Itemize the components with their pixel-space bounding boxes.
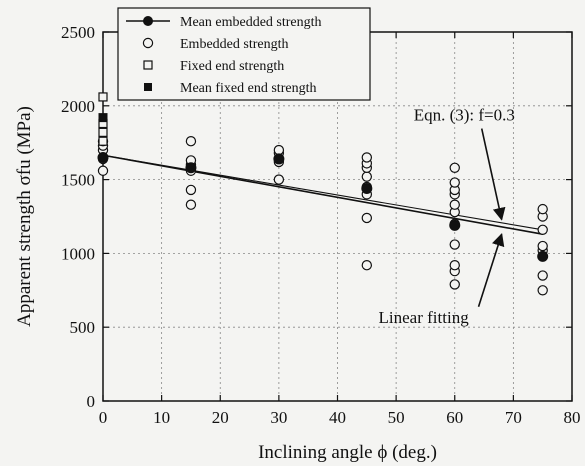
mean-embedded-strength-point [97,151,109,163]
y-tick-label: 2000 [61,97,95,116]
mean-embedded-strength-point [537,250,549,262]
legend-label: Mean embedded strength [180,15,322,30]
mean-embedded-strength-point [273,153,285,165]
embedded-strength-point [449,260,460,271]
embedded-strength-point [537,240,548,252]
embedded-strength-point [97,165,109,176]
fixed-end-strength-point [98,127,108,137]
eqn3-line [102,154,543,231]
embedded-strength-point [537,285,548,296]
mean-embedded-strength-point [361,182,373,194]
legend-filled-circle-icon [143,16,153,26]
embedded-strength-point [273,174,285,185]
x-tick-label: 40 [329,408,346,427]
x-tick-label: 0 [99,408,108,427]
x-tick-label: 10 [153,408,170,427]
plot-area: 0 10 20 30 40 50 60 70 80 0 500 1000 1500 2000 2500 Inc… [14,7,581,463]
y-tick-label: 500 [70,318,96,337]
embedded-strength-point [449,177,460,188]
x-tick-label: 70 [505,408,522,427]
mean-embedded-strength-point [449,219,461,231]
legend-open-circle-icon [142,37,154,49]
embedded-strength-point [361,152,373,163]
embedded-strength-point [361,260,373,271]
embedded-strength-point [273,144,285,156]
fixed-end-strength-point [98,92,108,102]
y-axis-label: Apparent strength σfu (MPa) [14,106,35,327]
x-tick-label: 60 [446,408,463,427]
annotation-arrow [480,128,506,221]
embedded-strength-point [185,184,197,196]
x-axis-label: Inclining angle ϕ (deg.) [258,442,437,463]
embedded-strength-point [185,136,197,147]
linear-fitting-line [102,154,543,235]
legend-label: Mean fixed end strength [180,81,316,96]
y-tick-label: 1500 [61,171,95,190]
legend-box [117,7,371,101]
fixed-end-strength-point [98,136,108,146]
y-tick-label: 2500 [61,23,95,42]
legend-filled-square-icon [144,83,152,91]
embedded-strength-point [449,162,460,173]
embedded-strength-point [537,224,548,235]
x-tick-label: 30 [270,408,287,427]
embedded-strength-point [185,199,197,210]
legend-label: Fixed end strength [180,59,284,74]
embedded-strength-point [449,279,460,290]
embedded-strength-point [537,203,548,215]
x-tick-label: 20 [212,408,229,427]
eqn3-annotation: Eqn. (3): f=0.3 [414,106,515,125]
legend-label: Embedded strength [180,37,288,52]
mean-embedded-strength-point [185,162,197,174]
annotation-arrow [477,232,505,308]
embedded-strength-point [361,171,373,182]
x-tick-label: 50 [388,408,405,427]
embedded-strength-point [449,199,460,210]
y-tick-label: 0 [87,392,96,411]
embedded-strength-point [537,270,548,281]
y-tick-label: 1000 [61,244,95,263]
linear-fitting-annotation: Linear fitting [379,308,470,327]
embedded-strength-point [449,239,460,250]
legend-open-square-icon [143,60,153,70]
x-tick-label: 80 [564,408,581,427]
embedded-strength-point [361,212,373,224]
mean-fixed-end-strength-point [98,113,108,123]
